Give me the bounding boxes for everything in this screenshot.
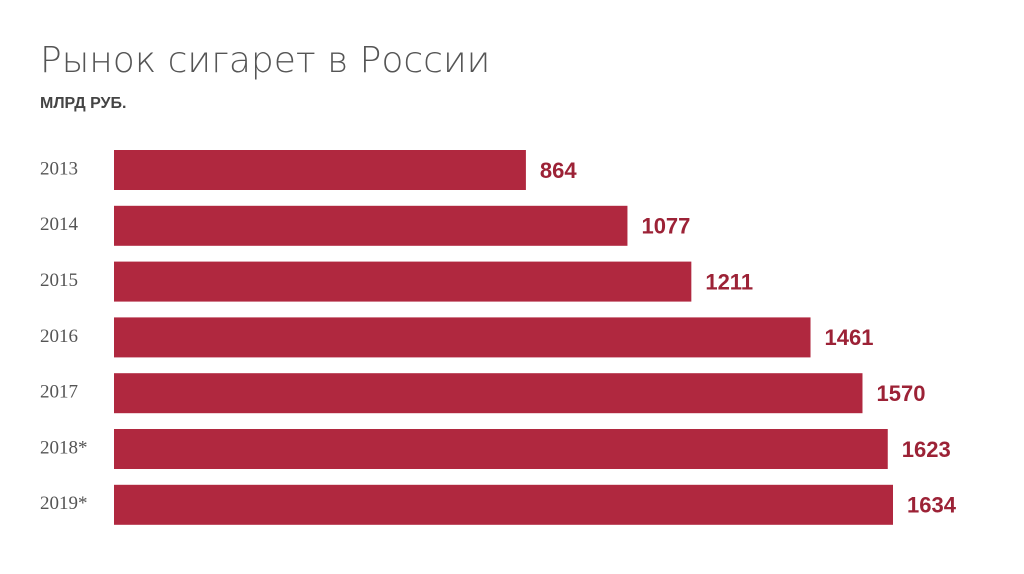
- bar: [114, 373, 863, 414]
- value-label: 1623: [902, 437, 951, 462]
- category-label: 2018*: [40, 437, 88, 458]
- chart-subtitle: МЛРД РУБ.: [40, 95, 126, 112]
- value-label: 1570: [876, 381, 925, 406]
- value-label: 1461: [825, 325, 874, 350]
- bar: [114, 261, 692, 302]
- category-label: 2019*: [40, 493, 88, 514]
- bar: [114, 317, 811, 358]
- category-label: 2017: [40, 382, 78, 403]
- value-label: 1077: [641, 214, 690, 239]
- bar: [114, 429, 888, 469]
- bar: [114, 484, 893, 525]
- category-label: 2015: [40, 270, 78, 291]
- chart-title: Рынок сигарет в России: [40, 40, 490, 81]
- value-label: 864: [540, 158, 577, 183]
- category-label: 2014: [40, 214, 79, 235]
- category-label: 2016: [40, 326, 78, 347]
- bar: [114, 205, 628, 246]
- value-label: 1211: [705, 269, 753, 294]
- bar: [114, 150, 526, 190]
- value-label: 1634: [907, 493, 957, 518]
- category-label: 2013: [40, 158, 78, 179]
